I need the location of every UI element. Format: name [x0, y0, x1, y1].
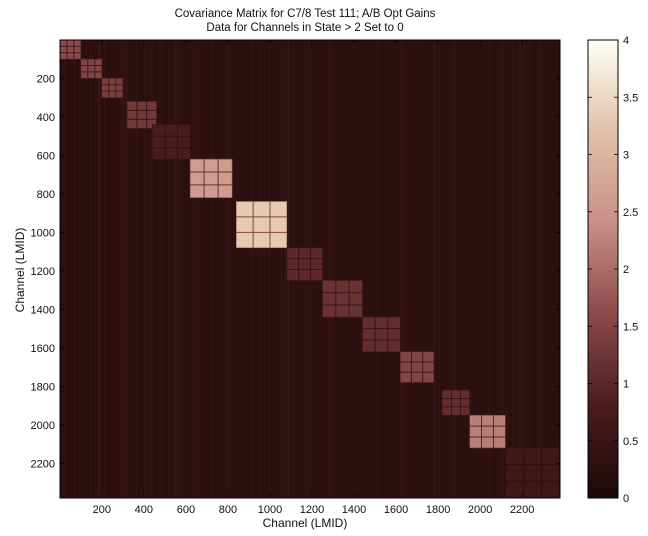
diagonal-block — [126, 101, 157, 129]
diagonal-block — [399, 351, 435, 383]
colorbar-tick-label: 0.5 — [623, 436, 638, 448]
diagonal-block-cell — [126, 101, 157, 129]
x-tick-label: 1600 — [384, 504, 408, 516]
y-tick-label: 800 — [37, 189, 55, 201]
diagonal-block — [442, 389, 470, 416]
diagonal-block — [322, 280, 363, 318]
y-tick-label: 1600 — [31, 343, 55, 355]
plot-frame — [59, 39, 561, 499]
x-tick-label: 1200 — [300, 504, 324, 516]
x-tick-label: 600 — [177, 504, 195, 516]
diagonal-block-cell — [505, 447, 561, 499]
colorbar-tick-label: 4 — [623, 35, 629, 47]
y-tick-label: 1400 — [31, 304, 55, 316]
diagonal-block-cell — [101, 78, 124, 98]
diagonal-block — [286, 247, 323, 281]
diagonal-block — [505, 447, 561, 499]
y-tick-label: 2000 — [31, 420, 55, 432]
diagonal-block — [469, 414, 506, 449]
colorbar-gradient — [587, 39, 619, 499]
x-tick-label: 1400 — [342, 504, 366, 516]
x-tick-label: 800 — [219, 504, 237, 516]
y-axis-label: Channel (LMID) — [13, 228, 27, 313]
diagonal-block-cell — [442, 389, 470, 416]
heatmap-plot-area — [59, 39, 561, 499]
x-tick-label: 1000 — [258, 504, 282, 516]
y-tick-label: 1800 — [31, 381, 55, 393]
colorbar-tick-label: 0 — [623, 493, 629, 505]
colorbar-tick-label: 1 — [623, 379, 629, 391]
y-tick-label: 600 — [37, 150, 55, 162]
diagonal-block — [189, 158, 233, 198]
x-tick-label: 1800 — [426, 504, 450, 516]
colorbar-tick-label: 2.5 — [623, 207, 638, 219]
x-tick-label: 200 — [93, 504, 111, 516]
y-tick-label: 2200 — [31, 458, 55, 470]
diagonal-block-cell — [286, 247, 323, 281]
diagonal-block-cell — [189, 158, 233, 198]
x-tick-label: 2000 — [468, 504, 492, 516]
colorbar-tick-label: 3.5 — [623, 92, 638, 104]
diagonal-block — [80, 58, 103, 79]
diagonal-block-cell — [469, 414, 506, 449]
y-tick-label: 200 — [37, 73, 55, 85]
diagonal-block — [151, 124, 191, 160]
diagonal-block-cell — [236, 201, 288, 249]
y-axis: 200 400 600 800 1000 1200 1400 1600 1800 2000 2200 — [31, 73, 560, 470]
x-axis: 200 400 600 800 1000 1200 1400 1600 1800 2000 2200 — [93, 40, 534, 516]
x-axis-label: Channel (LMID) — [263, 516, 348, 530]
colorbar: 0 0.5 1 1.5 2 2.5 3 3.5 4 — [587, 35, 638, 505]
colorbar-tick-label: 1.5 — [623, 321, 638, 333]
y-tick-label: 1200 — [31, 266, 55, 278]
diagonal-block-cell — [151, 124, 191, 160]
diagonal-block — [362, 316, 401, 352]
diagonal-block-cell — [362, 316, 401, 352]
diagonal-block — [236, 201, 288, 249]
colorbar-tick-label: 2 — [623, 264, 629, 276]
diagonal-block — [101, 78, 124, 98]
diagonal-block-cell — [399, 351, 435, 383]
y-tick-label: 1000 — [31, 227, 55, 239]
diagonal-block-cell — [322, 280, 363, 318]
diagonal-block-cell — [59, 39, 82, 60]
chart-title: Covariance Matrix for C7/8 Test 111; A/B… — [175, 8, 436, 20]
colorbar-tick-label: 3 — [623, 150, 629, 162]
x-tick-label: 2200 — [510, 504, 534, 516]
diagonal-block-cell — [80, 58, 103, 79]
x-tick-label: 400 — [135, 504, 153, 516]
diagonal-block — [59, 39, 82, 60]
chart-subtitle: Data for Channels in State > 2 Set to 0 — [206, 22, 403, 34]
y-tick-label: 400 — [37, 112, 55, 124]
